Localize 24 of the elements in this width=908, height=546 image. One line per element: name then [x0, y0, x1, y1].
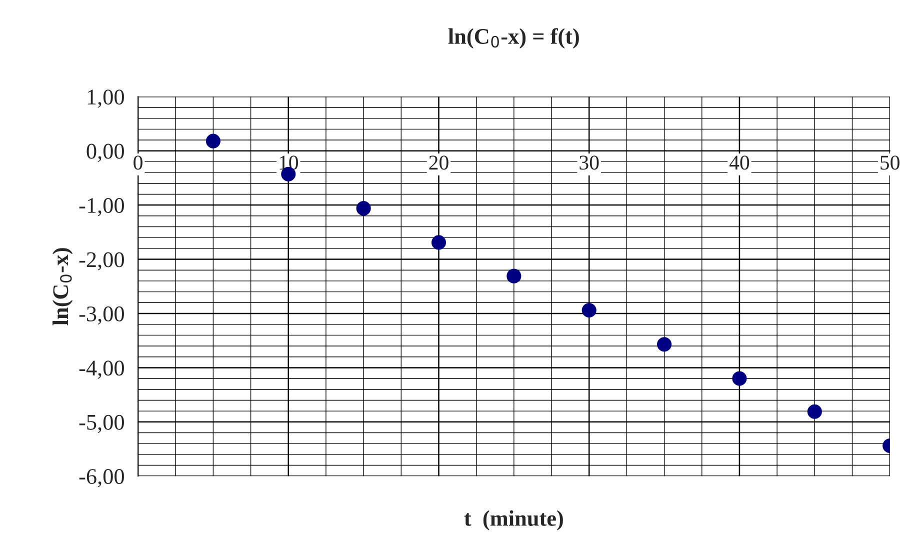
point [582, 302, 596, 318]
x-tick-label: 40 [729, 156, 750, 170]
point [657, 337, 672, 352]
point [807, 404, 822, 419]
chart-title: ln(C$_{0}$-x) = f(t) [448, 28, 579, 48]
y-tick-label: -3,00 [79, 306, 124, 325]
x-tick-label: 0 [134, 156, 142, 170]
point [356, 201, 371, 216]
x-tick-label: 50 [880, 156, 900, 170]
point [206, 134, 220, 148]
y-tick-label: -4,00 [79, 360, 124, 379]
y-tick-label: 0,00 [86, 144, 124, 162]
y-axis-title: ln(C$_{0}$-x) [52, 248, 73, 326]
point [732, 371, 747, 386]
point [431, 235, 446, 250]
point [506, 268, 522, 284]
y-tick-label: -2,00 [79, 252, 124, 270]
y-tick-label: 1,00 [88, 90, 124, 108]
x-tick-label: 30 [580, 156, 599, 170]
y-tick-label: -5,00 [79, 414, 124, 434]
x-axis-title: t (minute) [464, 510, 563, 530]
y-tick-label: -6,00 [79, 469, 124, 488]
x-tick-label: 20 [429, 156, 448, 170]
y-tick-label: -1,00 [79, 198, 124, 216]
